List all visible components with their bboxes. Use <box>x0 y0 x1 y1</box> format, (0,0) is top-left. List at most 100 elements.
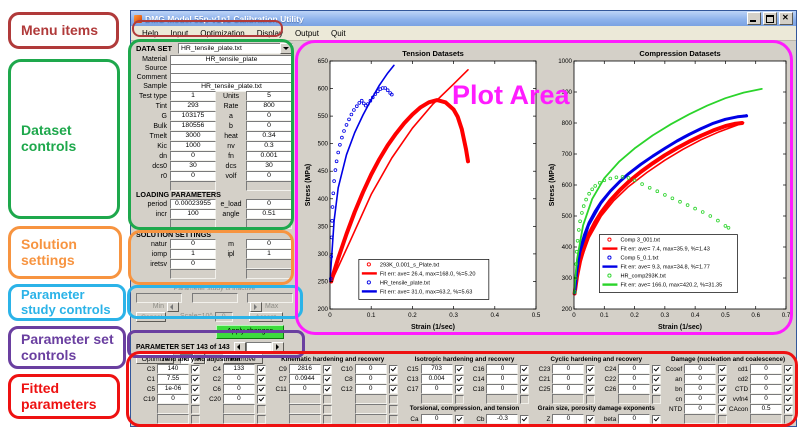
param-empty-field[interactable] <box>288 414 321 424</box>
e_load-field[interactable]: 0 <box>246 199 292 209</box>
param-CTD-checkbox[interactable] <box>784 384 794 394</box>
slider-left-button[interactable] <box>167 301 179 312</box>
param-C21-field[interactable]: 0 <box>552 374 585 384</box>
param-cd1-checkbox[interactable] <box>784 364 794 374</box>
param-C6-field[interactable]: 0 <box>222 384 255 394</box>
menu-optimization[interactable]: Optimization <box>200 28 245 38</box>
Units-field[interactable]: 5 <box>246 91 292 101</box>
angle-field[interactable]: 0.51 <box>246 209 292 219</box>
apply-changes-button[interactable]: Apply changes <box>216 325 284 339</box>
study-field-3[interactable] <box>247 292 293 303</box>
param-bn-checkbox[interactable] <box>718 384 728 394</box>
param-an-field[interactable]: 0 <box>684 374 717 384</box>
Test type-field[interactable]: 1 <box>170 91 216 101</box>
Bulk-field[interactable]: 180556 <box>170 121 216 131</box>
param-empty-field[interactable] <box>552 394 585 404</box>
param-C4-field[interactable]: 133 <box>222 364 255 374</box>
param-C17-checkbox[interactable] <box>454 384 464 394</box>
param-C8-field[interactable]: 0 <box>354 374 387 384</box>
param-C1-field[interactable]: 7.55 <box>157 374 189 384</box>
param-C24-field[interactable]: 0 <box>618 364 651 374</box>
param-empty-checkbox[interactable] <box>388 414 398 424</box>
param-bn-field[interactable]: 0 <box>684 384 717 394</box>
study-field-2[interactable] <box>191 292 238 303</box>
iomp-field[interactable]: 1 <box>170 249 216 259</box>
param-empty-field[interactable] <box>750 414 783 424</box>
param-Cb-checkbox[interactable] <box>520 414 530 424</box>
Tint-field[interactable]: 293 <box>170 101 216 111</box>
minimize-button[interactable] <box>747 12 761 25</box>
param-empty-checkbox[interactable] <box>388 404 398 414</box>
G-field[interactable]: 103175 <box>170 111 216 121</box>
r0-field[interactable]: 0 <box>170 171 216 181</box>
param-C26-field[interactable]: 0 <box>618 384 651 394</box>
param-C8-checkbox[interactable] <box>388 374 398 384</box>
param-C12-field[interactable]: 0 <box>354 384 387 394</box>
param-C15-field[interactable]: 703 <box>420 364 453 374</box>
slider-right-button[interactable] <box>250 301 262 312</box>
natur-field[interactable]: 0 <box>170 239 216 249</box>
param-set-next-button[interactable] <box>271 342 284 352</box>
empty-field[interactable] <box>246 219 292 229</box>
param-empty-field[interactable] <box>288 404 321 414</box>
param-C18-field[interactable]: 0 <box>486 384 519 394</box>
scale-field[interactable]: 0 <box>214 311 233 322</box>
param-empty-field[interactable] <box>420 394 453 404</box>
a-field[interactable]: 0 <box>246 111 292 121</box>
menu-help[interactable]: Help <box>142 28 159 38</box>
ipl-field[interactable]: 1 <box>246 249 292 259</box>
menu-input[interactable]: Input <box>170 28 189 38</box>
param-an-checkbox[interactable] <box>718 374 728 384</box>
param-Ccoef-field[interactable]: 0 <box>684 364 717 374</box>
param-empty-field[interactable] <box>354 414 387 424</box>
param-C10-field[interactable]: 0 <box>354 364 387 374</box>
param-Ca-checkbox[interactable] <box>454 414 464 424</box>
period-field[interactable]: 0.00023955 <box>170 199 216 209</box>
dataset-select-button[interactable] <box>280 42 292 54</box>
param-NTD-field[interactable]: 0 <box>684 404 717 414</box>
param-C3-field[interactable]: 140 <box>157 364 189 374</box>
param-empty-field[interactable] <box>618 394 651 404</box>
param-C6-checkbox[interactable] <box>256 384 266 394</box>
param-cd1-field[interactable]: 0 <box>750 364 783 374</box>
param-C5-field[interactable]: 1e-06 <box>157 384 189 394</box>
param-empty-checkbox[interactable] <box>256 404 266 414</box>
remove-button[interactable]: Remove <box>223 353 263 364</box>
param-C23-field[interactable]: 0 <box>552 364 585 374</box>
param-beta-field[interactable]: 0 <box>618 414 651 424</box>
param-empty-checkbox[interactable] <box>191 404 200 414</box>
menu-display[interactable]: Display <box>256 28 283 38</box>
Kic-field[interactable]: 1000 <box>170 141 216 151</box>
param-empty-checkbox[interactable] <box>520 394 530 404</box>
empty-field[interactable] <box>170 219 216 229</box>
param-C15-checkbox[interactable] <box>454 364 464 374</box>
param-set-prev-button[interactable] <box>233 342 246 352</box>
nv-field[interactable]: 0.3 <box>246 141 292 151</box>
param-empty-checkbox[interactable] <box>388 394 398 404</box>
param-empty-checkbox[interactable] <box>718 414 728 424</box>
param-vvfn4-field[interactable]: 0 <box>750 394 783 404</box>
param-NTD-checkbox[interactable] <box>718 404 728 414</box>
param-C19-checkbox[interactable] <box>191 394 200 404</box>
m-field[interactable]: 0 <box>246 239 292 249</box>
empty-field[interactable] <box>170 181 216 191</box>
param-C10-checkbox[interactable] <box>388 364 398 374</box>
menu-output[interactable]: Output <box>294 28 319 38</box>
param-empty-checkbox[interactable] <box>322 394 332 404</box>
close-button[interactable]: ✕ <box>779 12 793 25</box>
param-CAcon-field[interactable]: 0.5 <box>750 404 783 414</box>
param-Ccoef-checkbox[interactable] <box>718 364 728 374</box>
optimize-button[interactable]: Optimize <box>136 353 174 364</box>
param-empty-field[interactable] <box>157 414 189 424</box>
param-C13-field[interactable]: 0.004 <box>420 374 453 384</box>
param-vvfn4-checkbox[interactable] <box>784 394 794 404</box>
param-C16-field[interactable]: 0 <box>486 364 519 374</box>
param-C25-checkbox[interactable] <box>586 384 596 394</box>
heat-field[interactable]: 0.34 <box>246 131 292 141</box>
param-C3-checkbox[interactable] <box>191 364 200 374</box>
b-field[interactable]: 0 <box>246 121 292 131</box>
param-C9-field[interactable]: 2816 <box>288 364 321 374</box>
param-C21-checkbox[interactable] <box>586 374 596 384</box>
param-C20-field[interactable]: 0 <box>222 394 255 404</box>
Rate-field[interactable]: 800 <box>246 101 292 111</box>
